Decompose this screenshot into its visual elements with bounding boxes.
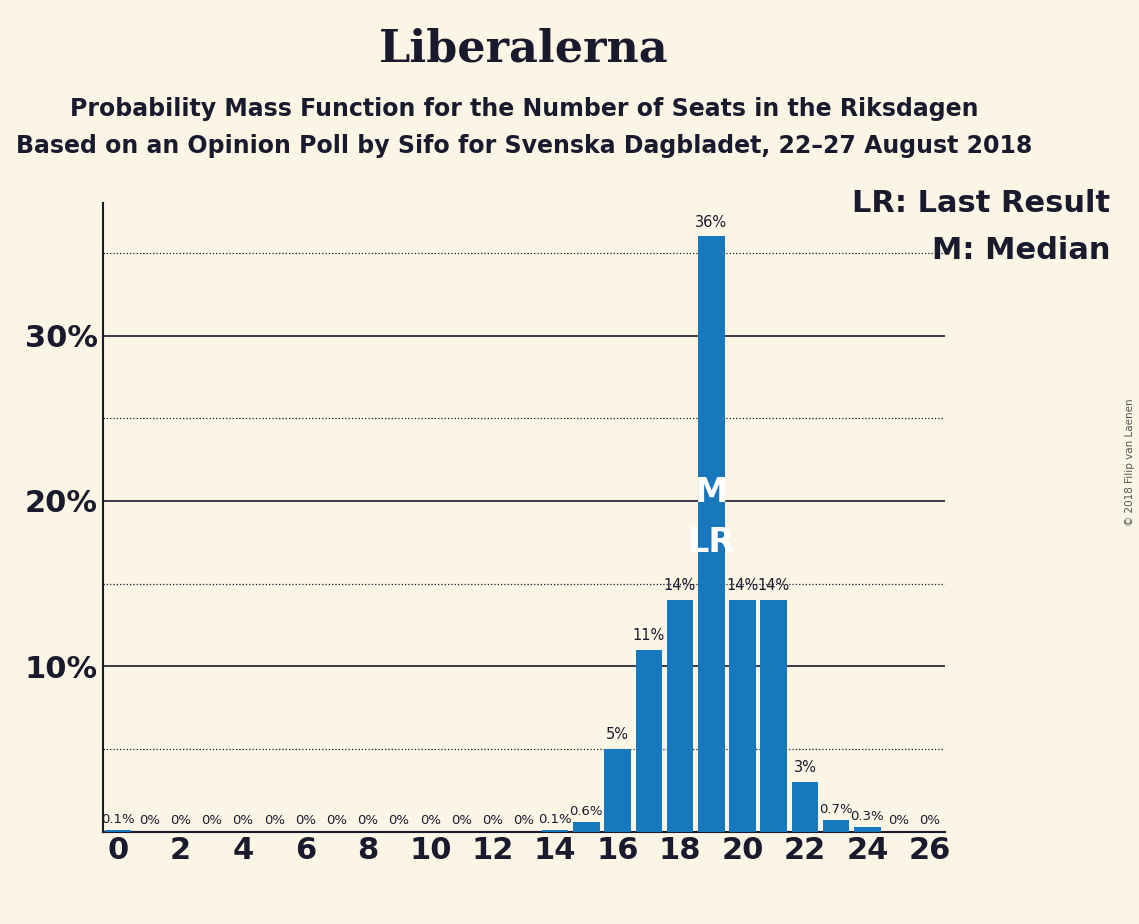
Bar <box>542 830 568 832</box>
Bar <box>666 600 694 832</box>
Text: 0%: 0% <box>451 814 472 828</box>
Text: 0%: 0% <box>232 814 254 828</box>
Bar <box>822 820 850 832</box>
Text: 11%: 11% <box>632 628 665 643</box>
Text: 0.6%: 0.6% <box>570 805 604 818</box>
Bar <box>698 237 724 832</box>
Text: LR: LR <box>688 526 735 559</box>
Text: 0.1%: 0.1% <box>101 813 134 826</box>
Text: 0%: 0% <box>514 814 534 828</box>
Bar <box>792 782 818 832</box>
Text: 0%: 0% <box>420 814 441 828</box>
Bar <box>729 600 756 832</box>
Text: 3%: 3% <box>794 760 817 775</box>
Text: 0%: 0% <box>482 814 503 828</box>
Text: 5%: 5% <box>606 727 629 742</box>
Text: 0%: 0% <box>264 814 285 828</box>
Bar <box>854 827 880 832</box>
Text: 0%: 0% <box>295 814 316 828</box>
Text: 0.3%: 0.3% <box>851 809 884 822</box>
Text: 14%: 14% <box>664 578 696 593</box>
Bar <box>761 600 787 832</box>
Text: 0.1%: 0.1% <box>539 813 572 826</box>
Text: M: M <box>695 476 728 509</box>
Text: 0%: 0% <box>388 814 410 828</box>
Text: Liberalerna: Liberalerna <box>379 28 669 71</box>
Text: 14%: 14% <box>727 578 759 593</box>
Text: 0%: 0% <box>202 814 222 828</box>
Bar <box>605 749 631 832</box>
Text: 0%: 0% <box>139 814 159 828</box>
Text: 0%: 0% <box>358 814 378 828</box>
Bar <box>636 650 662 832</box>
Text: 36%: 36% <box>695 214 728 230</box>
Text: 0%: 0% <box>170 814 191 828</box>
Bar <box>573 821 599 832</box>
Text: LR: Last Result: LR: Last Result <box>852 189 1111 218</box>
Text: 0%: 0% <box>888 814 909 828</box>
Text: 0.7%: 0.7% <box>819 803 853 816</box>
Text: M: Median: M: Median <box>932 236 1111 264</box>
Bar <box>105 830 131 832</box>
Text: © 2018 Filip van Laenen: © 2018 Filip van Laenen <box>1125 398 1134 526</box>
Text: 0%: 0% <box>326 814 347 828</box>
Text: 0%: 0% <box>919 814 941 828</box>
Text: 14%: 14% <box>757 578 789 593</box>
Text: Probability Mass Function for the Number of Seats in the Riksdagen: Probability Mass Function for the Number… <box>69 97 978 121</box>
Text: Based on an Opinion Poll by Sifo for Svenska Dagbladet, 22–27 August 2018: Based on an Opinion Poll by Sifo for Sve… <box>16 134 1032 158</box>
